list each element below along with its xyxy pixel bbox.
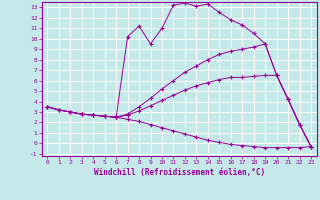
X-axis label: Windchill (Refroidissement éolien,°C): Windchill (Refroidissement éolien,°C) <box>94 168 265 177</box>
